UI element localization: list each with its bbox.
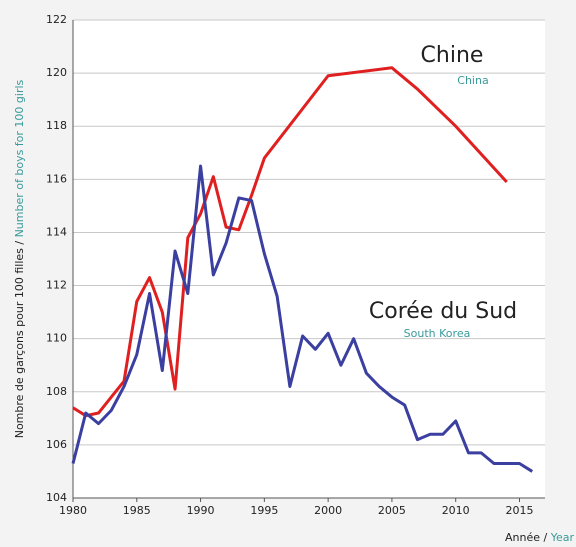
x-tick-label: 2010 (442, 504, 470, 517)
y-tick-label: 104 (46, 491, 67, 504)
y-tick-label: 122 (46, 13, 67, 26)
series-line (72, 66, 508, 418)
series-line (71, 164, 534, 473)
x-tick-label: 2005 (378, 504, 406, 517)
y-label-en: Number of boys for 100 girls (13, 79, 26, 237)
y-tick-label: 110 (46, 332, 67, 345)
x-tick-label: 1995 (250, 504, 278, 517)
y-axis-label: Nombre de garçons pour 100 filles / Numb… (13, 79, 26, 438)
series-label-en: South Korea (404, 327, 471, 340)
y-tick-label: 112 (46, 279, 67, 292)
y-tick-label: 108 (46, 385, 67, 398)
series-label: Chine (421, 43, 484, 68)
x-tick-label: 2015 (505, 504, 533, 517)
x-tick-label: 1980 (59, 504, 87, 517)
y-tick-label: 118 (46, 119, 67, 132)
x-label-fr: Année / (505, 531, 548, 544)
y-tick-label: 116 (46, 172, 67, 185)
x-tick-label: 2000 (314, 504, 342, 517)
y-tick-label: 120 (46, 66, 67, 79)
y-tick-label: 106 (46, 438, 67, 451)
x-tick-label: 1985 (123, 504, 151, 517)
y-tick-label: 114 (46, 225, 67, 238)
x-axis-label: Année / Year (505, 531, 574, 544)
x-label-en: Year (550, 531, 575, 544)
series-label-en: China (457, 74, 488, 87)
series-label: Corée du Sud (369, 299, 517, 324)
plot-area (73, 20, 545, 498)
y-label-fr: Nombre de garçons pour 100 filles / (13, 241, 26, 439)
x-tick-label: 1990 (187, 504, 215, 517)
